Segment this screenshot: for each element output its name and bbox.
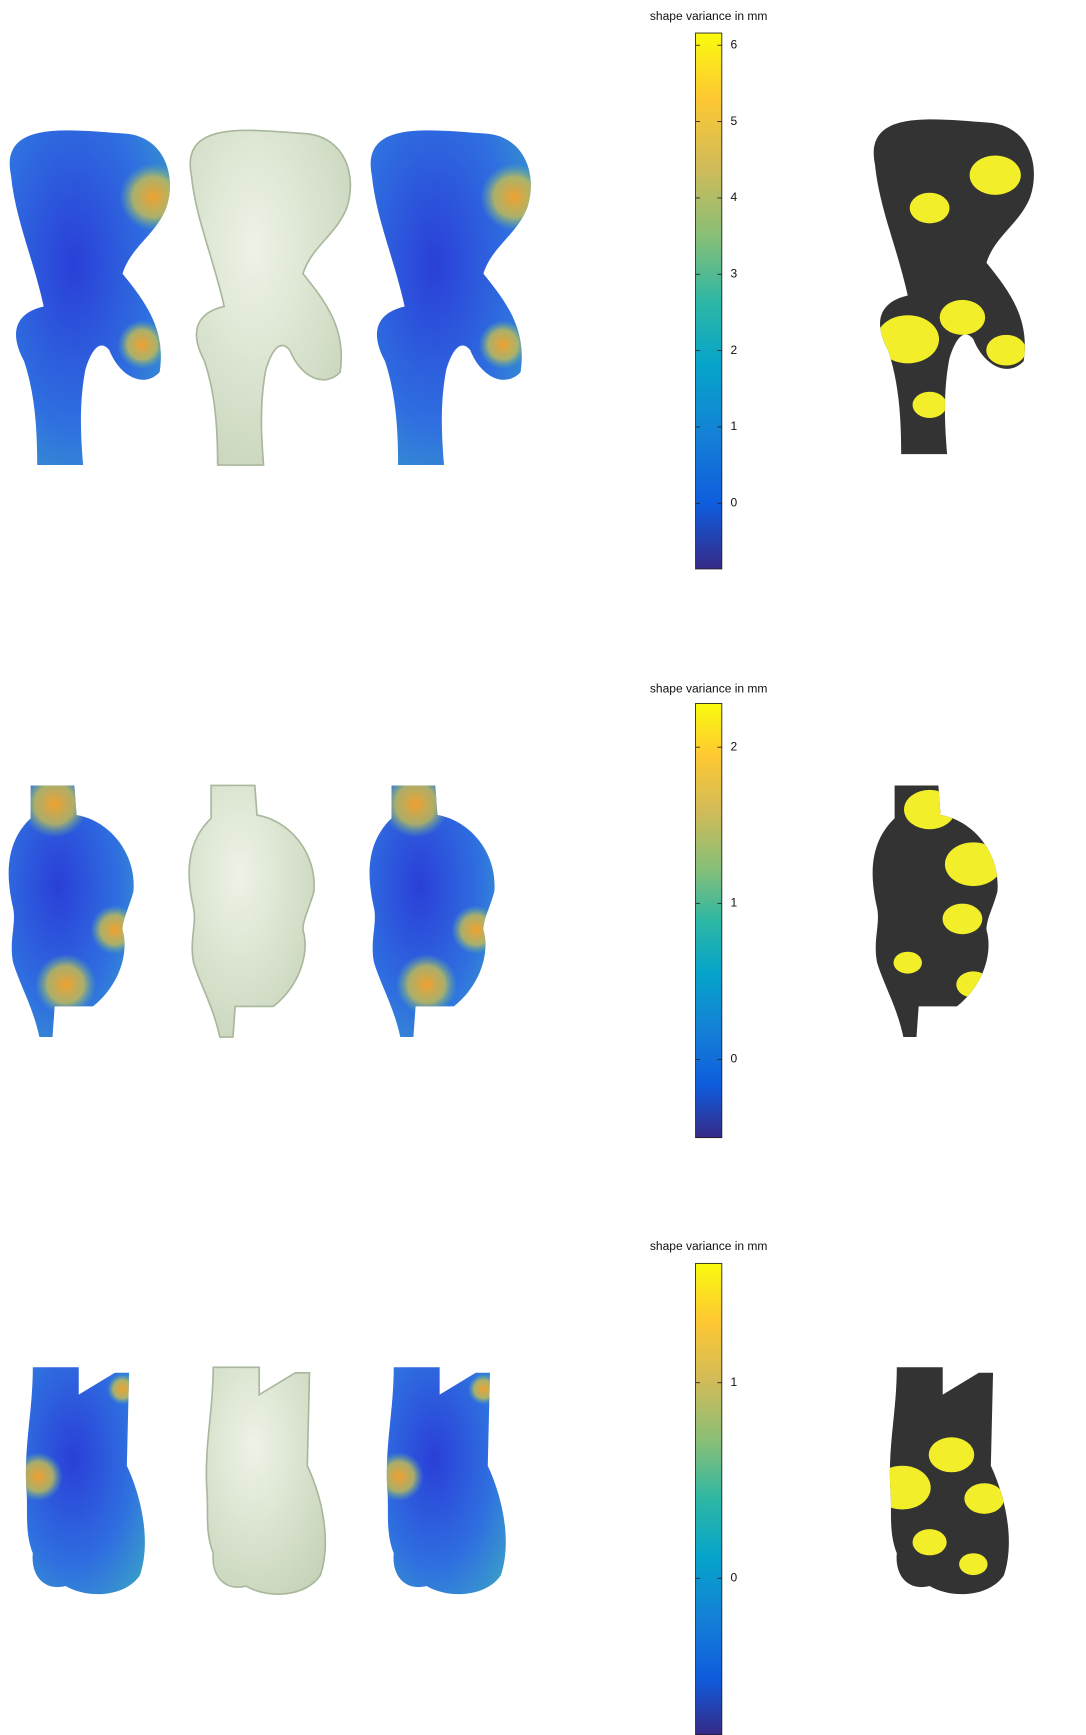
- hot-region: [90, 905, 134, 955]
- high-variance-region: [964, 1483, 1005, 1514]
- colorbar: [695, 703, 723, 1139]
- bone-render: [386, 1367, 506, 1595]
- bone-render: [189, 129, 352, 466]
- colorbar-label: shape variance in mm: [650, 1239, 768, 1253]
- bone-surface-detail: [117, 163, 170, 370]
- bone-render: [872, 785, 998, 1038]
- tick-label: 1: [731, 419, 738, 433]
- tick-label: 1: [731, 1375, 738, 1389]
- high-variance-region: [959, 1553, 988, 1576]
- bone-render: [25, 1367, 145, 1595]
- hot-region: [480, 163, 531, 231]
- bone-shading: [188, 784, 315, 1038]
- high-variance-region: [986, 334, 1027, 366]
- bone-surface: [190, 130, 351, 466]
- high-variance-region: [942, 903, 983, 935]
- tick-label: 2: [731, 343, 738, 357]
- bone-shading: [189, 129, 352, 466]
- high-variance-region: [969, 155, 1021, 195]
- hot-region: [395, 953, 458, 1016]
- hot-region: [468, 1373, 499, 1405]
- bone-render: [889, 1367, 1009, 1595]
- bone-render: [873, 119, 1034, 455]
- bone-surface-detail: [889, 1437, 1005, 1576]
- colorbar-label: shape variance in mm: [650, 9, 768, 23]
- high-variance-region: [928, 1437, 975, 1473]
- hot-region: [119, 163, 170, 231]
- bone-surface-detail: [20, 785, 134, 1016]
- bone-render: [205, 1366, 327, 1595]
- high-variance-region: [876, 315, 940, 364]
- bone-render: [9, 130, 170, 466]
- high-variance-region: [939, 299, 986, 335]
- bone-surface: [386, 1367, 506, 1595]
- high-variance-region: [912, 1529, 947, 1556]
- bone-surface-detail: [876, 155, 1027, 419]
- hot-region: [386, 1452, 424, 1502]
- bone-render: [8, 785, 134, 1038]
- colorbar: [695, 1262, 723, 1735]
- tick-label: 0: [731, 495, 738, 509]
- high-variance-region: [912, 391, 947, 419]
- hot-region: [107, 1373, 138, 1405]
- high-variance-region: [909, 192, 950, 224]
- bone-render: [188, 784, 315, 1038]
- tick-label: 3: [731, 266, 738, 280]
- bone-render: [370, 130, 531, 466]
- high-variance-region: [944, 842, 998, 887]
- high-variance-region: [893, 951, 922, 974]
- hot-region: [451, 905, 495, 955]
- tick-label: 1: [731, 896, 738, 910]
- tick-label: 0: [731, 1570, 738, 1584]
- colorbar: [695, 32, 723, 570]
- tick-label: 0: [731, 1052, 738, 1066]
- colorbar-label: shape variance in mm: [650, 681, 768, 695]
- bone-surface: [206, 1367, 326, 1595]
- bone-surface-detail: [381, 785, 495, 1016]
- bone-surface: [25, 1367, 145, 1595]
- high-variance-region: [956, 971, 991, 998]
- bone-shading: [205, 1366, 327, 1595]
- bone-render: [369, 785, 495, 1038]
- hot-region: [117, 320, 167, 370]
- hot-region: [20, 785, 89, 838]
- hot-region: [25, 1452, 63, 1502]
- bone-surface: [189, 785, 315, 1038]
- tick-label: 2: [731, 739, 738, 753]
- high-variance-region: [889, 1465, 931, 1510]
- tick-label: 4: [731, 190, 738, 204]
- high-variance-region: [904, 789, 956, 830]
- bone-surface-detail: [478, 163, 531, 370]
- tick-label: 6: [731, 37, 738, 51]
- hot-region: [381, 785, 450, 838]
- hot-region: [478, 320, 528, 370]
- tick-label: 5: [731, 114, 738, 128]
- hot-region: [34, 953, 97, 1016]
